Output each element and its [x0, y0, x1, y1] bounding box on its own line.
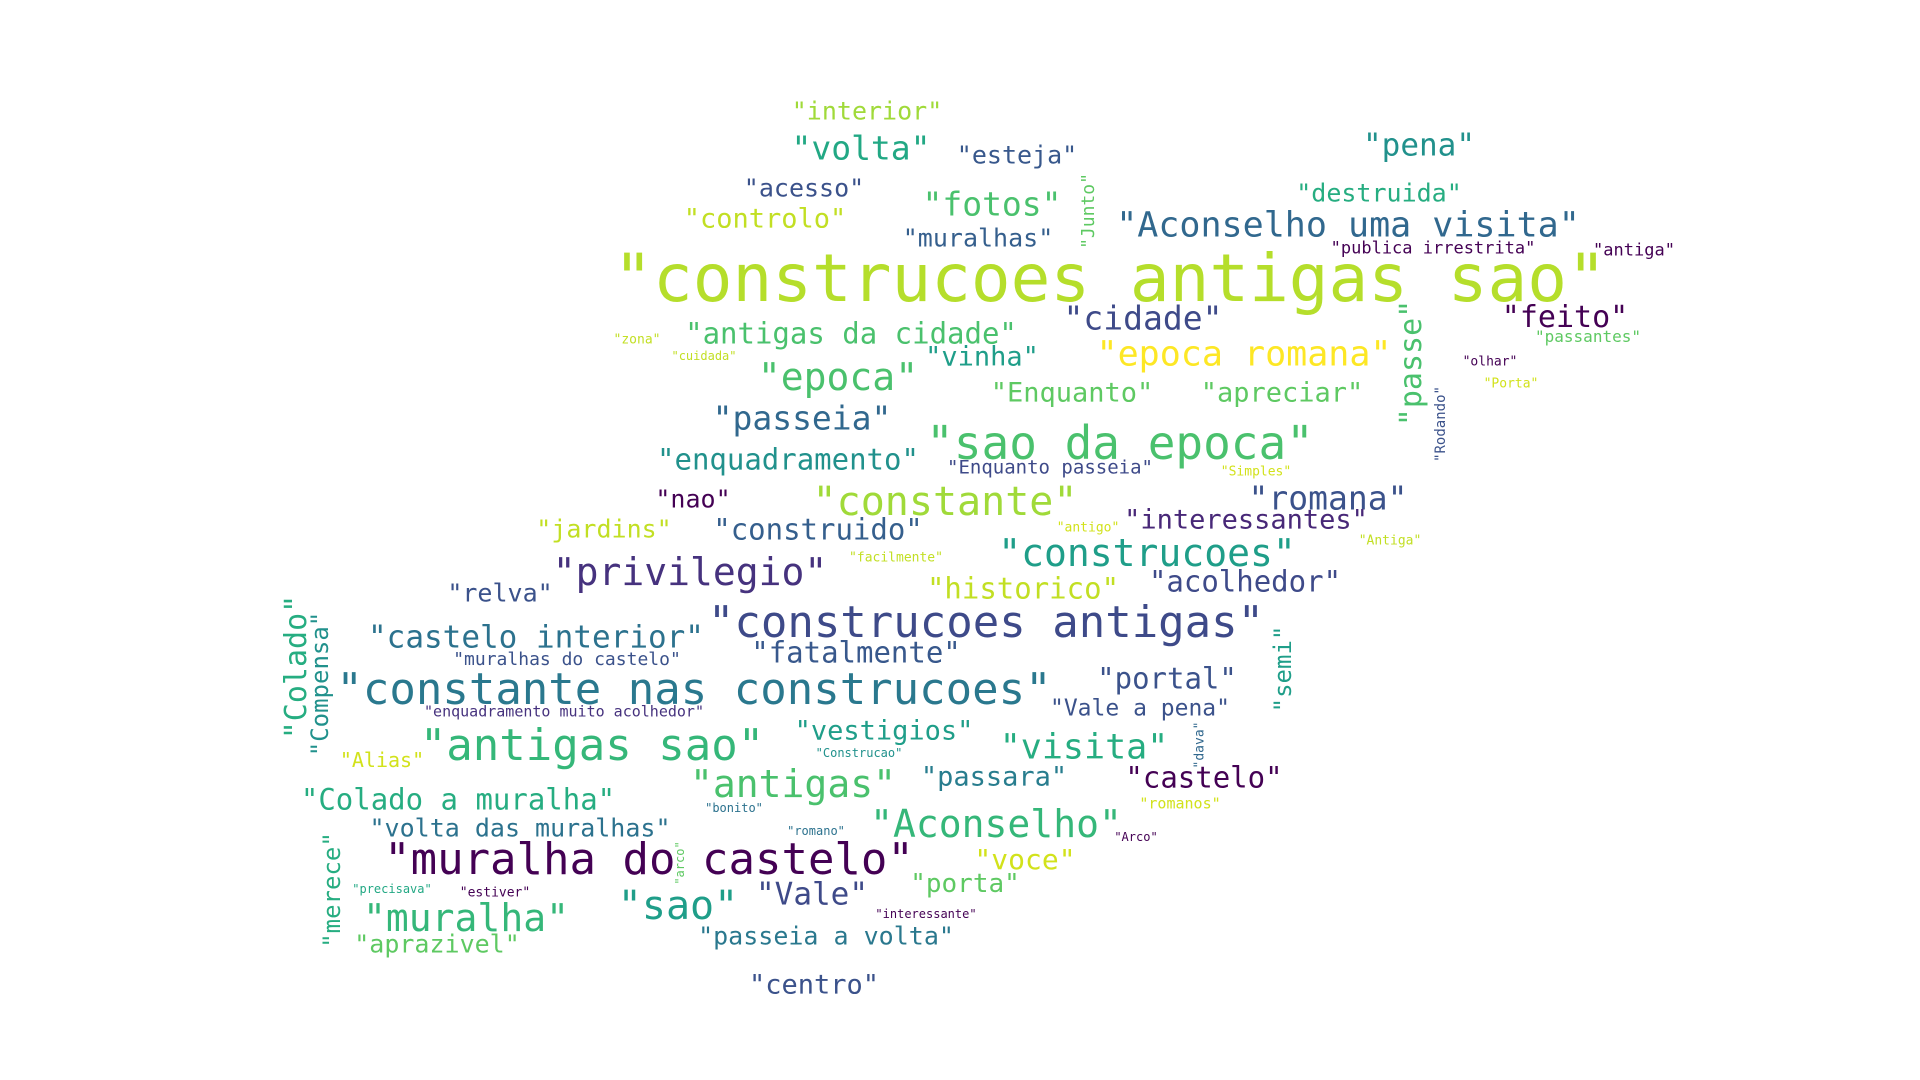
- word-cloud-word: "acolhedor": [1148, 564, 1342, 599]
- word-cloud-word: "pena": [1363, 127, 1475, 164]
- word-cloud-word: "Porta": [1483, 376, 1539, 392]
- word-cloud-word: "acesso": [743, 173, 865, 203]
- word-cloud-word: "bonito": [705, 801, 763, 815]
- word-cloud-word: "antiga": [1593, 240, 1675, 261]
- word-cloud-word: "privilegio": [552, 550, 828, 594]
- word-cloud-word: "Aconselho uma visita": [1116, 205, 1580, 246]
- word-cloud-word: "esteja": [956, 140, 1078, 170]
- word-cloud-word: "constante": [812, 479, 1078, 525]
- word-cloud-word: "antigas": [690, 762, 896, 806]
- word-cloud-word: "vinha": [925, 341, 1039, 373]
- word-cloud-word: "arco": [673, 841, 687, 885]
- word-cloud-word: "facilmente": [849, 550, 943, 566]
- word-cloud-word: "olhar": [1462, 354, 1518, 370]
- word-cloud-word: "construcoes antigas": [707, 597, 1265, 648]
- word-cloud-word: "Enquanto": [990, 377, 1154, 409]
- word-cloud-word: "volta das muralhas": [369, 813, 671, 843]
- word-cloud-word: "cuidada": [671, 349, 737, 363]
- word-cloud-word: "muralhas": [902, 223, 1054, 253]
- word-cloud-word: "antigas da cidade": [685, 316, 1017, 351]
- word-cloud-word: "visita": [999, 727, 1169, 768]
- word-cloud-word: "zona": [613, 332, 661, 348]
- word-cloud-word: "Rodando": [1433, 386, 1449, 462]
- word-cloud-word: "Vale": [756, 876, 868, 913]
- word-cloud-word: "merece": [318, 832, 346, 948]
- word-cloud-word: "Compensa": [306, 611, 334, 757]
- word-cloud-word: "volta": [791, 128, 931, 168]
- word-cloud-word: "feito": [1501, 300, 1629, 335]
- word-cloud-word: "Vale a pena": [1049, 695, 1231, 722]
- word-cloud-word: "epoca romana": [1096, 334, 1392, 375]
- word-cloud-word: "passantes": [1535, 327, 1641, 346]
- word-cloud-word: "publica irrestrita": [1330, 238, 1536, 259]
- word-cloud-word: "destruida": [1296, 178, 1462, 208]
- word-cloud-word: "fatalmente": [751, 635, 961, 670]
- word-cloud-word: "antigas sao": [419, 720, 765, 771]
- word-cloud-word: "interessante": [875, 907, 977, 921]
- word-cloud-word: "romanos": [1139, 794, 1221, 813]
- word-cloud-word: "castelo interior": [368, 619, 704, 656]
- word-cloud-word: "enquadramento": [657, 442, 919, 477]
- word-cloud-word: "jardins": [536, 514, 672, 544]
- word-cloud-word: "Arco": [1114, 830, 1158, 844]
- word-cloud-word: "muralhas do castelo": [453, 649, 681, 670]
- word-cloud-word: "apreciar": [1200, 377, 1364, 409]
- word-cloud-word: "dava": [1192, 721, 1208, 769]
- word-cloud-word: "historico": [926, 571, 1120, 606]
- word-cloud-word: "relva": [447, 578, 553, 608]
- word-cloud-word: "Simples": [1220, 464, 1292, 480]
- word-cloud-word: "portal": [1097, 661, 1237, 696]
- word-cloud-word: "romana": [1248, 478, 1408, 518]
- word-cloud-word: "controlo": [683, 203, 847, 235]
- word-cloud-word: "estiver": [459, 885, 531, 901]
- word-cloud-word: "construido": [713, 512, 923, 547]
- word-cloud-word: "semi": [1269, 625, 1297, 713]
- word-cloud-word: "Colado a muralha": [300, 782, 616, 817]
- word-cloud-word: "Junto": [1078, 173, 1099, 249]
- word-cloud-word: "muralha do castelo": [384, 834, 914, 885]
- word-cloud-word: "centro": [748, 969, 880, 1001]
- word-cloud-word: "sao da epoca": [926, 416, 1314, 470]
- word-cloud-word: "Antiga": [1358, 533, 1422, 549]
- word-cloud-word: "vestigios": [794, 715, 974, 747]
- word-cloud-word: "porta": [910, 869, 1020, 899]
- word-cloud-word: "passe": [1394, 299, 1429, 427]
- word-cloud-word: "fotos": [922, 184, 1062, 224]
- word-cloud-word: "cidade": [1063, 298, 1223, 338]
- word-cloud-word: "passara": [920, 761, 1068, 793]
- word-cloud-word: "interior": [791, 96, 943, 126]
- word-cloud-word: "Aconselho": [870, 802, 1122, 846]
- word-cloud-word: "interessantes": [1124, 504, 1368, 536]
- word-cloud-word: "passeia a volta": [698, 921, 954, 951]
- word-cloud-word: "Enquanto passeia": [947, 456, 1153, 479]
- word-cloud-word: "aprazivel": [354, 929, 520, 959]
- word-cloud-word: "epoca": [757, 355, 919, 399]
- word-cloud-word: "construcoes antigas sao": [613, 240, 1607, 317]
- word-cloud-word: "sao": [617, 883, 739, 929]
- word-cloud-word: "nao": [655, 484, 731, 514]
- word-cloud-word: "Alias": [339, 748, 425, 772]
- word-cloud-word: "Construcao": [815, 746, 903, 760]
- word-cloud-word: "precisava": [352, 882, 432, 896]
- word-cloud-word: "romano": [787, 824, 845, 838]
- word-cloud-word: "constante nas construcoes": [336, 664, 1052, 715]
- word-cloud-word: "voce": [974, 843, 1076, 876]
- word-cloud-word: "antigo": [1056, 520, 1120, 536]
- word-cloud-word: "muralha": [363, 896, 569, 940]
- word-cloud-word: "castelo": [1125, 760, 1283, 795]
- word-cloud-word: "construcoes": [998, 531, 1296, 575]
- word-cloud-word: "passeia": [712, 398, 892, 438]
- word-cloud-word: "enquadramento muito acolhedor": [424, 702, 704, 721]
